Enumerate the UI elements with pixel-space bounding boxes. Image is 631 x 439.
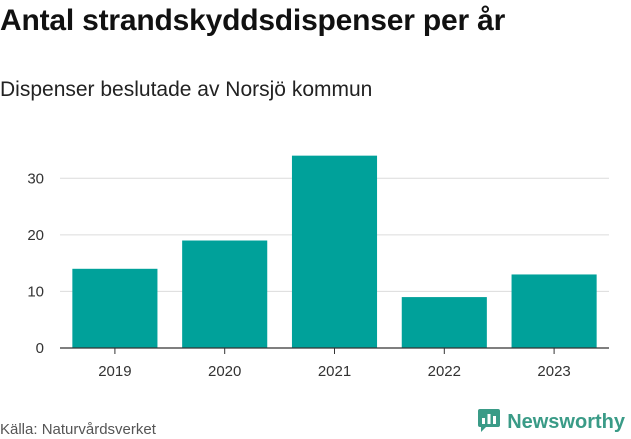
newsworthy-logo-icon bbox=[477, 407, 501, 438]
y-tick-label: 10 bbox=[27, 283, 44, 300]
x-tick-label: 2019 bbox=[98, 363, 131, 380]
y-tick-label: 20 bbox=[27, 227, 44, 244]
bar-chart: 0 10 20 30 2019 2020 2021 2022 2023 bbox=[27, 155, 609, 380]
axes: 0 10 20 30 2019 2020 2021 2022 2023 bbox=[27, 170, 609, 380]
chart-title: Antal strandskyddsdispenser per år bbox=[0, 4, 506, 37]
chart-subtitle: Dispenser beslutade av Norsjö kommun bbox=[0, 78, 373, 101]
x-tick-label: 2020 bbox=[208, 363, 241, 380]
brand-name: Newsworthy bbox=[507, 410, 625, 433]
bar-2021[interactable] bbox=[291, 155, 378, 348]
x-tick-label: 2022 bbox=[428, 363, 461, 380]
source-note: Källa: Naturvårdsverket bbox=[0, 421, 156, 438]
x-tick-label: 2023 bbox=[537, 363, 570, 380]
brand-logo[interactable]: Newsworthy bbox=[477, 407, 625, 438]
bar-2019[interactable] bbox=[72, 268, 158, 348]
x-tick-label: 2021 bbox=[318, 363, 351, 380]
bar-2022[interactable] bbox=[401, 297, 487, 348]
y-tick-label: 0 bbox=[36, 340, 44, 357]
y-tick-label: 30 bbox=[27, 170, 44, 187]
bars bbox=[72, 155, 597, 348]
bar-2023[interactable] bbox=[511, 274, 597, 348]
bar-2020[interactable] bbox=[182, 240, 268, 348]
